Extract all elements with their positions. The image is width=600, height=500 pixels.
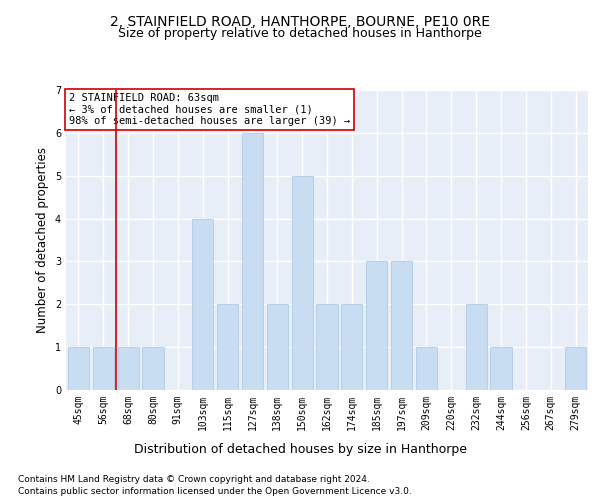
- Bar: [68, 347, 89, 390]
- Bar: [391, 262, 412, 390]
- Bar: [93, 347, 114, 390]
- Bar: [217, 304, 238, 390]
- Text: Contains HM Land Registry data © Crown copyright and database right 2024.: Contains HM Land Registry data © Crown c…: [18, 475, 370, 484]
- Bar: [416, 347, 437, 390]
- Bar: [466, 304, 487, 390]
- Bar: [341, 304, 362, 390]
- Bar: [366, 262, 387, 390]
- Text: Size of property relative to detached houses in Hanthorpe: Size of property relative to detached ho…: [118, 28, 482, 40]
- Bar: [316, 304, 338, 390]
- Bar: [192, 218, 213, 390]
- Text: Distribution of detached houses by size in Hanthorpe: Distribution of detached houses by size …: [133, 442, 467, 456]
- Text: Contains public sector information licensed under the Open Government Licence v3: Contains public sector information licen…: [18, 488, 412, 496]
- Text: 2 STAINFIELD ROAD: 63sqm
← 3% of detached houses are smaller (1)
98% of semi-det: 2 STAINFIELD ROAD: 63sqm ← 3% of detache…: [68, 93, 350, 126]
- Bar: [242, 133, 263, 390]
- Bar: [142, 347, 164, 390]
- Bar: [118, 347, 139, 390]
- Text: 2, STAINFIELD ROAD, HANTHORPE, BOURNE, PE10 0RE: 2, STAINFIELD ROAD, HANTHORPE, BOURNE, P…: [110, 15, 490, 29]
- Y-axis label: Number of detached properties: Number of detached properties: [37, 147, 49, 333]
- Bar: [267, 304, 288, 390]
- Bar: [490, 347, 512, 390]
- Bar: [292, 176, 313, 390]
- Bar: [565, 347, 586, 390]
